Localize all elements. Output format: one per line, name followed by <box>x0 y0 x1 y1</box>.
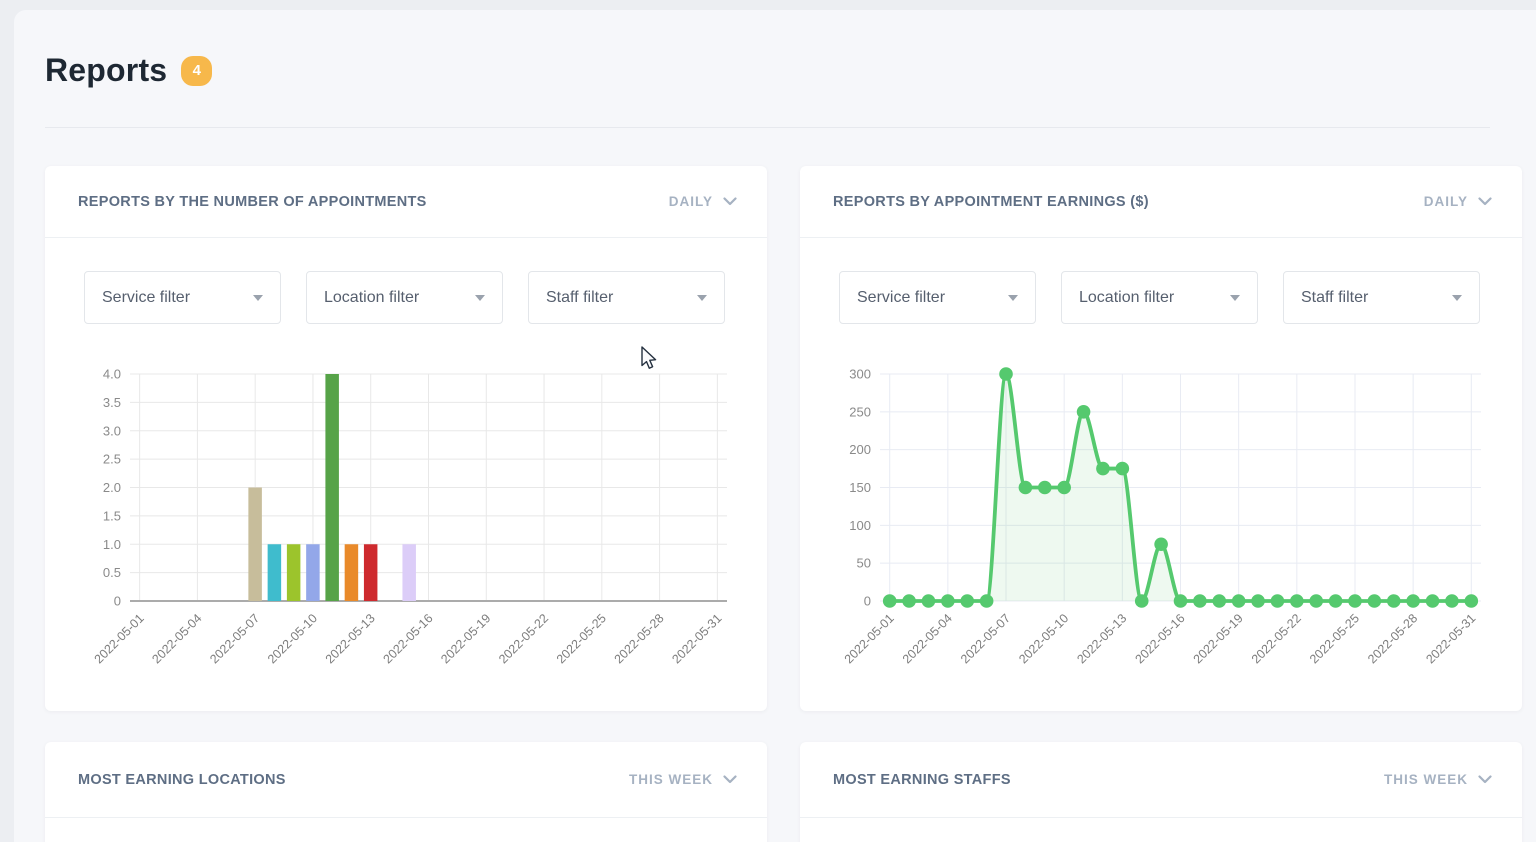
svg-text:2022-05-31: 2022-05-31 <box>669 611 724 666</box>
period-select-earnings[interactable]: DAILY <box>1424 194 1492 209</box>
svg-text:2022-05-22: 2022-05-22 <box>496 611 551 666</box>
panel-appointments-header: REPORTS BY THE NUMBER OF APPOINTMENTS DA… <box>45 166 767 238</box>
caret-down-icon <box>1452 295 1462 301</box>
svg-text:250: 250 <box>849 404 871 419</box>
svg-text:3.0: 3.0 <box>103 423 121 438</box>
period-label: THIS WEEK <box>1384 772 1468 787</box>
svg-text:2022-05-16: 2022-05-16 <box>381 611 436 666</box>
svg-text:2022-05-28: 2022-05-28 <box>1365 611 1420 666</box>
svg-text:0: 0 <box>114 594 121 609</box>
panel-locations-header: MOST EARNING LOCATIONS THIS WEEK <box>45 742 767 818</box>
svg-text:200: 200 <box>849 442 871 457</box>
svg-text:2022-05-07: 2022-05-07 <box>207 611 262 666</box>
location-filter-select[interactable]: Location filter <box>306 271 503 324</box>
panel-earnings-header: REPORTS BY APPOINTMENT EARNINGS ($) DAIL… <box>800 166 1522 238</box>
period-label: DAILY <box>1424 194 1468 209</box>
svg-text:2.5: 2.5 <box>103 452 121 467</box>
svg-text:1.5: 1.5 <box>103 508 121 523</box>
period-select-locations[interactable]: THIS WEEK <box>629 772 737 787</box>
panel-locations: MOST EARNING LOCATIONS THIS WEEK <box>45 742 767 842</box>
chevron-down-icon <box>1478 197 1492 206</box>
svg-text:2022-05-25: 2022-05-25 <box>554 611 609 666</box>
reports-page: Reports 4 REPORTS BY THE NUMBER OF APPOI… <box>14 10 1536 842</box>
header-divider <box>45 127 1490 128</box>
svg-text:2022-05-25: 2022-05-25 <box>1307 611 1362 666</box>
caret-down-icon <box>475 295 485 301</box>
svg-text:2022-05-10: 2022-05-10 <box>265 611 320 666</box>
service-filter-select[interactable]: Service filter <box>839 271 1036 324</box>
panel-staffs-header: MOST EARNING STAFFS THIS WEEK <box>800 742 1522 818</box>
panel-appointments: REPORTS BY THE NUMBER OF APPOINTMENTS DA… <box>45 166 767 711</box>
chevron-down-icon <box>1478 775 1492 784</box>
caret-down-icon <box>1008 295 1018 301</box>
service-filter-select[interactable]: Service filter <box>84 271 281 324</box>
svg-text:50: 50 <box>857 556 871 571</box>
earnings-line-chart[interactable]: 0501001502002503002022-05-012022-05-0420… <box>830 361 1492 711</box>
page-header: Reports 4 <box>45 52 212 89</box>
svg-text:2022-05-01: 2022-05-01 <box>842 611 897 666</box>
panel-title: REPORTS BY THE NUMBER OF APPOINTMENTS <box>78 194 427 210</box>
filters-row: Service filter Location filter Staff fil… <box>839 271 1480 324</box>
svg-text:2022-05-16: 2022-05-16 <box>1133 611 1188 666</box>
svg-text:2022-05-22: 2022-05-22 <box>1249 611 1304 666</box>
period-label: THIS WEEK <box>629 772 713 787</box>
chevron-down-icon <box>723 197 737 206</box>
svg-text:2022-05-28: 2022-05-28 <box>612 611 667 666</box>
svg-text:2022-05-07: 2022-05-07 <box>958 611 1013 666</box>
caret-down-icon <box>1230 295 1240 301</box>
svg-text:0.5: 0.5 <box>103 565 121 580</box>
svg-text:2022-05-10: 2022-05-10 <box>1016 611 1071 666</box>
filter-label: Location filter <box>324 289 419 307</box>
filter-label: Staff filter <box>1301 289 1368 307</box>
svg-text:2022-05-31: 2022-05-31 <box>1423 611 1478 666</box>
panel-title: REPORTS BY APPOINTMENT EARNINGS ($) <box>833 194 1149 210</box>
reports-count-badge: 4 <box>181 56 212 86</box>
svg-text:150: 150 <box>849 480 871 495</box>
filter-label: Location filter <box>1079 289 1174 307</box>
svg-text:4.0: 4.0 <box>103 367 121 382</box>
caret-down-icon <box>253 295 263 301</box>
svg-text:2022-05-01: 2022-05-01 <box>92 611 147 666</box>
svg-text:300: 300 <box>849 367 871 382</box>
filter-label: Staff filter <box>546 289 613 307</box>
appointments-bar-chart[interactable]: 00.51.01.52.02.53.03.54.02022-05-012022-… <box>75 361 737 711</box>
filters-row: Service filter Location filter Staff fil… <box>84 271 725 324</box>
panel-title: MOST EARNING LOCATIONS <box>78 772 286 788</box>
caret-down-icon <box>697 295 707 301</box>
svg-text:2022-05-19: 2022-05-19 <box>1191 611 1246 666</box>
svg-text:3.5: 3.5 <box>103 395 121 410</box>
svg-text:2022-05-13: 2022-05-13 <box>323 611 378 666</box>
svg-text:0: 0 <box>864 594 871 609</box>
svg-text:2.0: 2.0 <box>103 480 121 495</box>
panel-title: MOST EARNING STAFFS <box>833 772 1011 788</box>
period-select-staffs[interactable]: THIS WEEK <box>1384 772 1492 787</box>
page-title: Reports <box>45 52 167 89</box>
filter-label: Service filter <box>102 289 190 307</box>
staff-filter-select[interactable]: Staff filter <box>528 271 725 324</box>
svg-text:2022-05-19: 2022-05-19 <box>438 611 493 666</box>
staff-filter-select[interactable]: Staff filter <box>1283 271 1480 324</box>
chevron-down-icon <box>723 775 737 784</box>
panel-staffs: MOST EARNING STAFFS THIS WEEK <box>800 742 1522 842</box>
period-select-appointments[interactable]: DAILY <box>669 194 737 209</box>
svg-text:2022-05-04: 2022-05-04 <box>900 611 955 666</box>
location-filter-select[interactable]: Location filter <box>1061 271 1258 324</box>
svg-text:1.0: 1.0 <box>103 537 121 552</box>
filter-label: Service filter <box>857 289 945 307</box>
svg-text:2022-05-04: 2022-05-04 <box>149 611 204 666</box>
svg-text:100: 100 <box>849 518 871 533</box>
period-label: DAILY <box>669 194 713 209</box>
svg-text:2022-05-13: 2022-05-13 <box>1074 611 1129 666</box>
panel-earnings: REPORTS BY APPOINTMENT EARNINGS ($) DAIL… <box>800 166 1522 711</box>
